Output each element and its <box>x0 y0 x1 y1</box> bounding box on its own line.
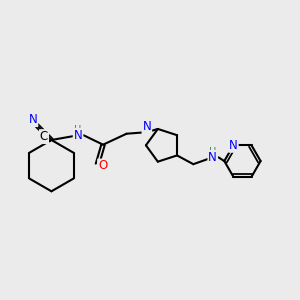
Text: O: O <box>98 160 107 172</box>
Text: H: H <box>209 147 216 157</box>
Text: N: N <box>74 129 82 142</box>
Text: N: N <box>28 113 38 126</box>
Text: N: N <box>229 139 238 152</box>
Text: C: C <box>40 130 48 143</box>
Text: N: N <box>142 120 151 133</box>
Text: N: N <box>208 151 217 164</box>
Text: H: H <box>74 125 82 135</box>
